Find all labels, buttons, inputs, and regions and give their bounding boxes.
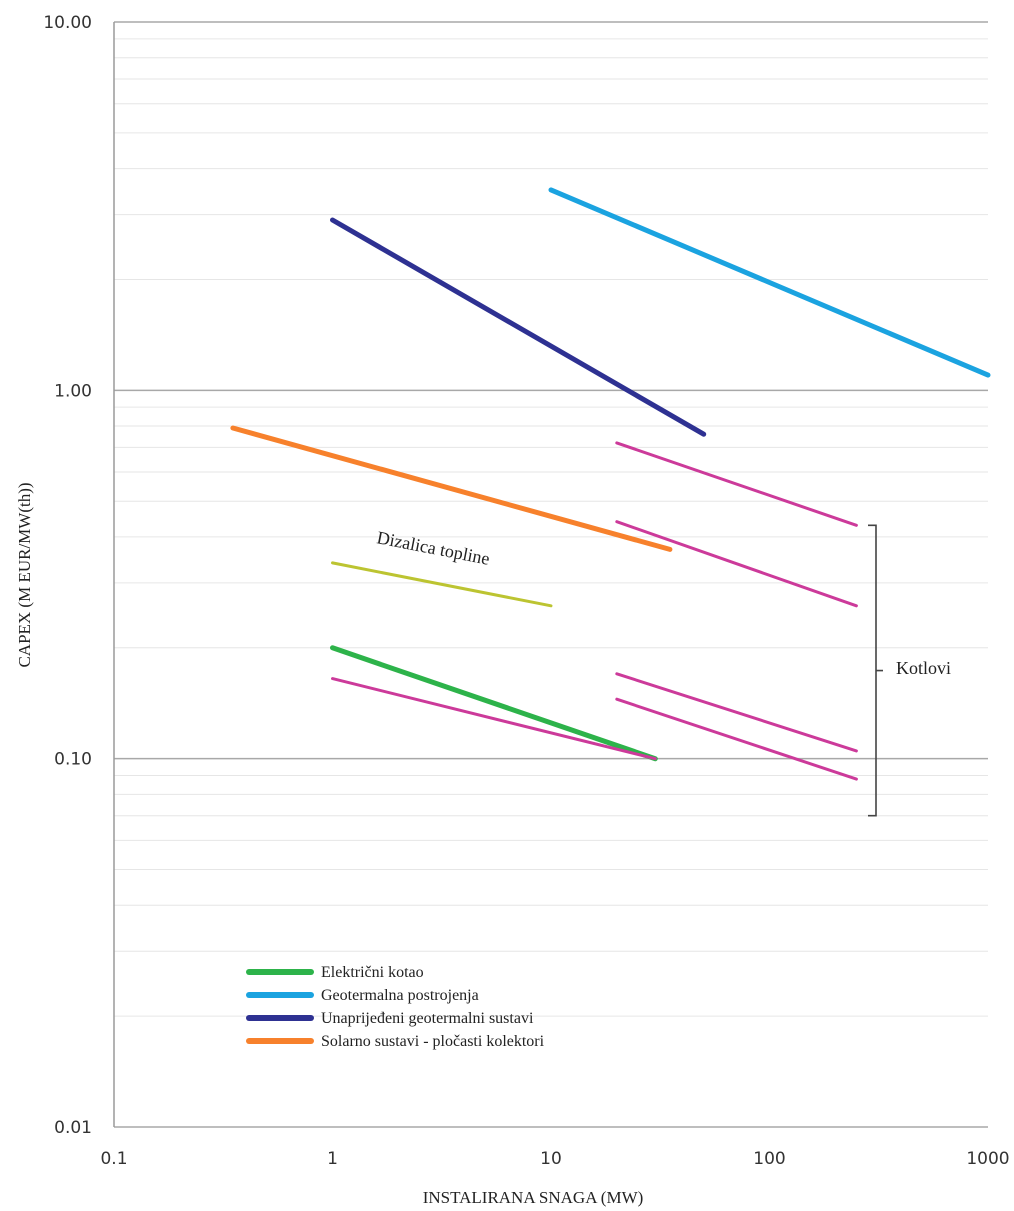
series-line-kotlovi xyxy=(615,697,858,781)
series-line-unaprije-eni-geotermalni-sustavi xyxy=(330,217,707,437)
x-tick-label: 1000 xyxy=(966,1149,1009,1169)
legend-label: Električni kotao xyxy=(321,964,424,981)
boilers-label: Kotlovi xyxy=(896,658,951,678)
series-line-kotlovi xyxy=(615,520,858,608)
x-tick-label: 100 xyxy=(753,1149,785,1169)
legend-label: Geotermalna postrojenja xyxy=(321,987,479,1004)
series-line-kotlovi xyxy=(615,672,858,753)
y-tick-label: 0.01 xyxy=(54,1118,92,1138)
series-line-solarno-sustavi-plo-asti-kolektori xyxy=(230,425,673,552)
legend-label: Unaprijeđeni geotermalni sustavi xyxy=(321,1010,534,1027)
series-line-dizalica-topline xyxy=(331,561,553,608)
x-axis-title: INSTALIRANA SNAGA (MW) xyxy=(423,1188,644,1207)
series-layer xyxy=(230,187,991,781)
y-tick-label: 1.00 xyxy=(54,381,92,401)
x-tick-label: 10 xyxy=(540,1149,562,1169)
minor-gridlines xyxy=(114,38,988,1017)
legend-label: Solarno sustavi - pločasti kolektori xyxy=(321,1033,545,1050)
boilers-bracket xyxy=(868,524,883,817)
legend: Električni kotao Geotermalna postrojenja U… xyxy=(246,964,545,1050)
x-tick-labels: 0.1 1 10 100 1000 xyxy=(100,1149,1009,1169)
y-tick-labels: 0.01 0.10 1.00 10.00 xyxy=(43,13,92,1138)
y-axis-title: CAPEX (M EUR/MW(th)) xyxy=(15,482,34,667)
y-tick-label: 10.00 xyxy=(43,13,92,33)
series-line-kotlovi xyxy=(615,441,858,527)
x-tick-label: 0.1 xyxy=(100,1149,127,1169)
y-tick-label: 0.10 xyxy=(54,750,92,770)
series-line-geotermalna-postrojenja xyxy=(548,187,991,378)
series-line-kotlovi xyxy=(331,677,657,761)
heat-pump-label: Dizalica topline xyxy=(375,527,491,568)
series-line-elektri-ni-kotao xyxy=(330,645,658,762)
major-gridlines xyxy=(114,21,988,1128)
x-tick-label: 1 xyxy=(327,1149,338,1169)
